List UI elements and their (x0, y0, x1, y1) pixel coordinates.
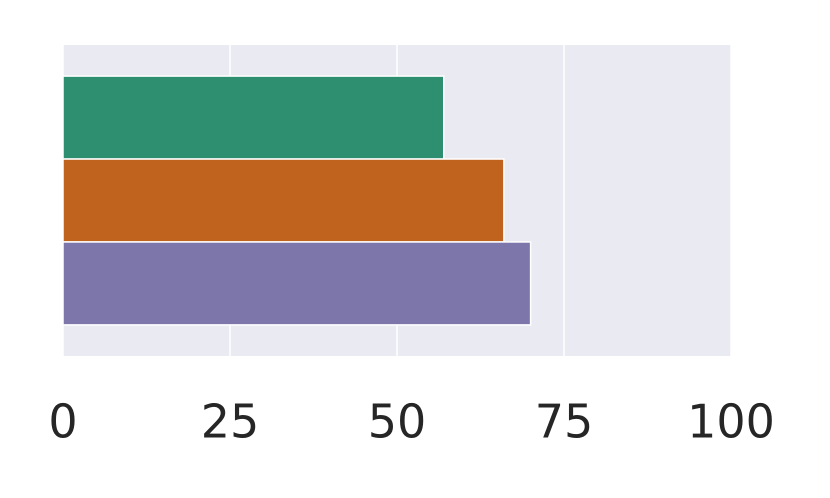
bar (62, 241, 532, 326)
x-tick-label: 75 (535, 395, 594, 449)
bar (62, 75, 445, 160)
bar (62, 158, 505, 243)
x-tick-label: 25 (201, 395, 260, 449)
x-tick-label: 100 (687, 395, 775, 449)
x-tick-label: 50 (368, 395, 427, 449)
x-tick-label: 0 (48, 395, 77, 449)
